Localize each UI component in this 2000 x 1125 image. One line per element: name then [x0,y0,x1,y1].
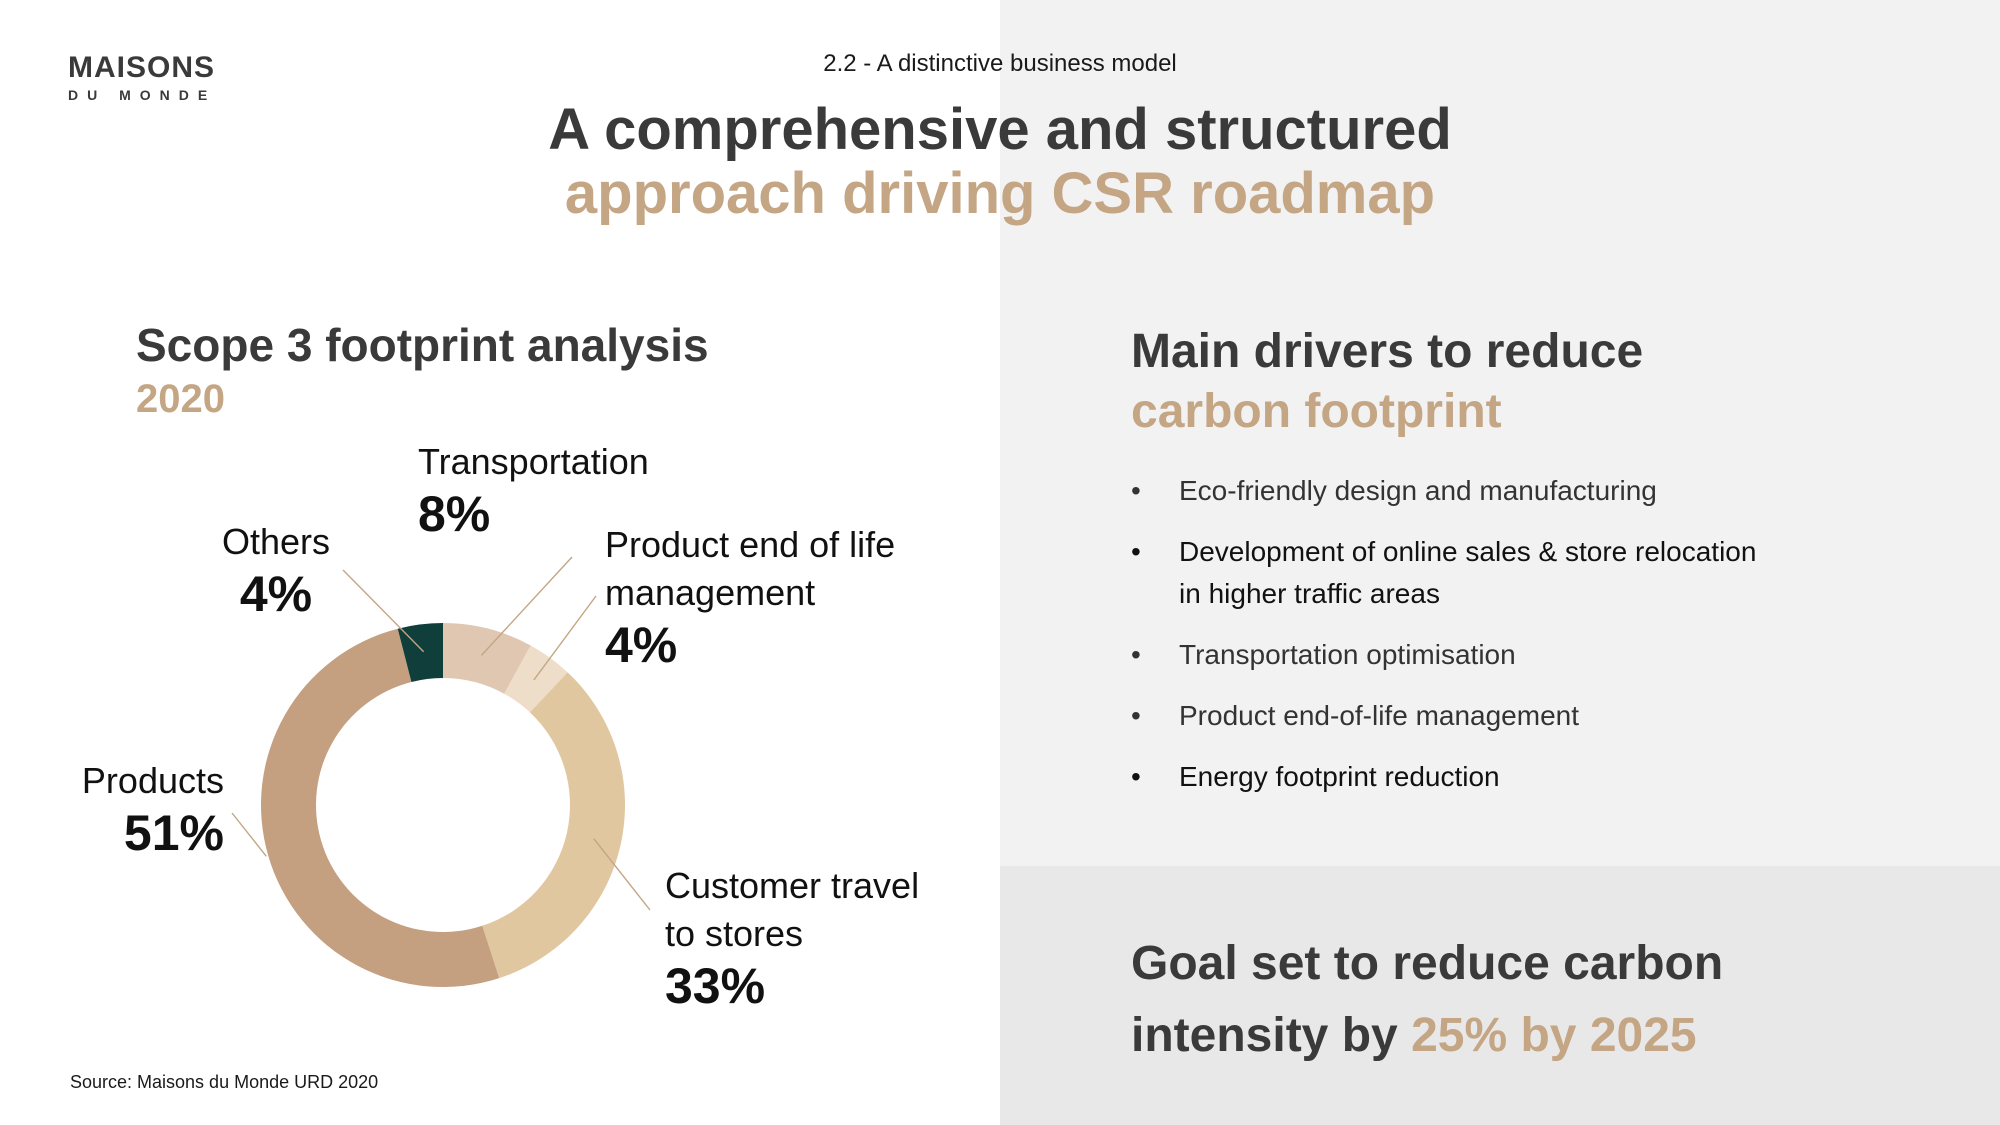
drivers-title-line-2: carbon footprint [1131,385,1502,438]
driver-item-text: Eco-friendly design and manufacturing [1179,475,1657,506]
goal-line-2: intensity by 25% by 2025 [1131,1000,1951,1072]
goal-line-2-prefix: intensity by [1131,1009,1412,1062]
goal-highlight: 25% by 2025 [1411,1009,1697,1062]
slice-products [261,628,500,987]
label-products-value: 51% [123,805,224,861]
logo-sub-text: DU MONDE [68,87,217,103]
driver-item-online-sales: • Development of online sales & store re… [1131,531,1931,615]
slice-customer-travel [482,672,626,979]
maisons-du-monde-logo: MAISONS DU MONDE [68,52,218,104]
label-customer-name-line-1: Customer travel [665,865,920,906]
driver-item-transportation: • Transportation optimisation [1131,634,1931,676]
leader-line-transportation [480,556,573,656]
driver-item-text: Product end-of-life management [1179,700,1579,731]
label-product-end-of-life: Product end of life management 4% [605,521,895,673]
logo-main-text: MAISONS [68,51,216,84]
headline-line-1: A comprehensive and structured [548,97,1452,162]
drivers-title-line-1: Main drivers to reduce [1131,325,1644,378]
label-customer-name-line-2: to stores [665,913,804,954]
slice-transportation [443,623,531,694]
label-others-name: Others [221,521,331,562]
driver-item-text-line-2: in higher traffic areas [1179,578,1440,609]
bullet-icon: • [1131,639,1141,670]
label-products: Products 51% [68,757,224,861]
bullet-icon: • [1131,761,1141,792]
label-transportation-value: 8% [418,486,491,542]
leader-line-products [231,812,267,857]
label-transportation: Transportation 8% [418,438,649,542]
driver-item-energy: • Energy footprint reduction [1131,756,1931,798]
leader-line-product-end-of-life [533,595,597,681]
goal-line-1: Goal set to reduce carbon [1131,937,1724,990]
driver-item-end-of-life: • Product end-of-life management [1131,695,1931,737]
driver-item-text: Transportation optimisation [1179,639,1516,670]
bullet-icon: • [1131,475,1141,506]
label-others-value: 4% [239,566,313,622]
driver-item-text: Energy footprint reduction [1179,761,1500,792]
label-customer-value: 33% [665,958,766,1014]
section-tag: 2.2 - A distinctive business model [823,50,1177,77]
donut-chart [231,556,651,987]
page-headline: A comprehensive and structured approach … [0,98,2000,226]
headline-line-2: approach driving CSR roadmap [564,161,1436,226]
label-products-name: Products [81,760,224,801]
goal-statement: Goal set to reduce carbon intensity by 2… [1131,928,1951,1072]
leader-line-others [342,569,425,653]
label-eol-value: 4% [605,617,678,673]
source-note: Source: Maisons du Monde URD 2020 [70,1072,379,1092]
driver-item-eco-design: • Eco-friendly design and manufacturing [1131,470,1931,512]
driver-item-text: Development of online sales & store relo… [1179,536,1757,567]
chart-title: Scope 3 footprint analysis [136,319,709,371]
bullet-icon: • [1131,700,1141,731]
label-others: Others 4% [216,518,336,622]
leader-line-customer-travel [593,838,651,911]
drivers-list: • Eco-friendly design and manufacturing … [1131,470,1931,817]
bullet-icon: • [1131,536,1141,567]
drivers-title: Main drivers to reduce carbon footprint [1131,322,1643,442]
label-customer-travel: Customer travel to stores 33% [665,862,919,1014]
chart-subtitle: 2020 [136,377,225,421]
label-transportation-name: Transportation [418,441,649,482]
label-eol-name-line-2: management [605,572,816,613]
right-panel-background [1000,0,2000,866]
goal-panel-background [1000,866,2000,1125]
label-eol-name-line-1: Product end of life [605,524,896,565]
slice-product-end-of-life [504,645,568,713]
